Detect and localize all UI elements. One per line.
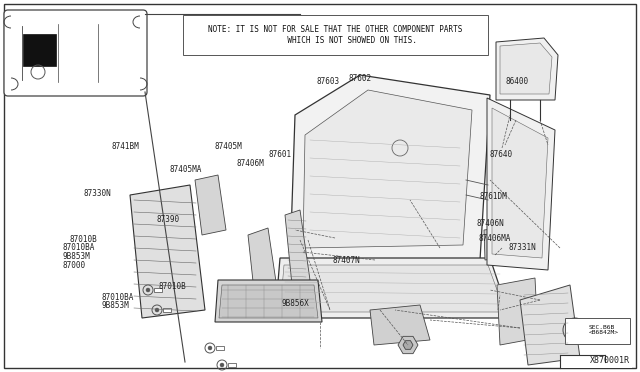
FancyBboxPatch shape xyxy=(4,10,147,96)
Text: 8761DM: 8761DM xyxy=(480,192,508,201)
Text: 87405MA: 87405MA xyxy=(170,165,202,174)
Polygon shape xyxy=(497,278,538,345)
Polygon shape xyxy=(195,175,226,235)
Polygon shape xyxy=(560,355,632,368)
Text: SEC.B6B
<B6842M>: SEC.B6B <B6842M> xyxy=(589,325,619,336)
Polygon shape xyxy=(370,305,430,345)
Text: 86400: 86400 xyxy=(506,77,529,86)
Text: 9B853M: 9B853M xyxy=(101,301,129,310)
Text: 87010B: 87010B xyxy=(159,282,186,291)
FancyBboxPatch shape xyxy=(228,363,236,367)
Text: 9B856X: 9B856X xyxy=(282,299,309,308)
FancyBboxPatch shape xyxy=(216,346,224,350)
Circle shape xyxy=(155,308,159,312)
Polygon shape xyxy=(520,285,580,365)
Text: 87331N: 87331N xyxy=(509,243,536,252)
Polygon shape xyxy=(303,90,472,248)
Text: 87390: 87390 xyxy=(157,215,180,224)
Polygon shape xyxy=(215,280,322,322)
Polygon shape xyxy=(492,108,548,258)
Text: 8741BM: 8741BM xyxy=(112,142,140,151)
FancyBboxPatch shape xyxy=(163,308,171,312)
Text: 87405M: 87405M xyxy=(214,142,242,151)
FancyBboxPatch shape xyxy=(183,15,488,55)
FancyBboxPatch shape xyxy=(4,4,636,368)
Polygon shape xyxy=(248,228,278,300)
Polygon shape xyxy=(219,285,318,318)
Polygon shape xyxy=(484,228,502,260)
Polygon shape xyxy=(285,210,310,285)
Polygon shape xyxy=(398,336,418,354)
Polygon shape xyxy=(23,34,56,66)
Polygon shape xyxy=(487,98,555,270)
Text: 87407N: 87407N xyxy=(333,256,360,265)
Polygon shape xyxy=(290,75,490,265)
Text: 87603: 87603 xyxy=(317,77,340,86)
Text: 87010BA: 87010BA xyxy=(63,243,95,252)
FancyBboxPatch shape xyxy=(565,318,630,344)
Polygon shape xyxy=(403,341,413,349)
Polygon shape xyxy=(500,43,552,94)
FancyBboxPatch shape xyxy=(154,288,162,292)
Polygon shape xyxy=(130,185,205,318)
Polygon shape xyxy=(280,265,505,312)
Text: X870001R: X870001R xyxy=(590,356,630,365)
Polygon shape xyxy=(275,258,510,318)
Circle shape xyxy=(570,325,580,335)
Text: 87330N: 87330N xyxy=(83,189,111,198)
Text: 87640: 87640 xyxy=(490,150,513,159)
Text: 87406N: 87406N xyxy=(477,219,504,228)
Circle shape xyxy=(208,346,212,350)
Text: 9B853M: 9B853M xyxy=(63,252,90,261)
Text: 87602: 87602 xyxy=(349,74,372,83)
Text: 87010BA: 87010BA xyxy=(101,293,134,302)
Circle shape xyxy=(146,288,150,292)
Text: 87010B: 87010B xyxy=(69,235,97,244)
Text: 87406MA: 87406MA xyxy=(479,234,511,243)
Text: 87406M: 87406M xyxy=(237,159,264,168)
Circle shape xyxy=(220,363,224,367)
Text: NOTE: IT IS NOT FOR SALE THAT THE OTHER COMPONENT PARTS
       WHICH IS NOT SHOW: NOTE: IT IS NOT FOR SALE THAT THE OTHER … xyxy=(208,25,463,45)
Text: 87000: 87000 xyxy=(63,262,86,270)
Polygon shape xyxy=(496,38,558,100)
Text: 87601: 87601 xyxy=(269,150,292,159)
